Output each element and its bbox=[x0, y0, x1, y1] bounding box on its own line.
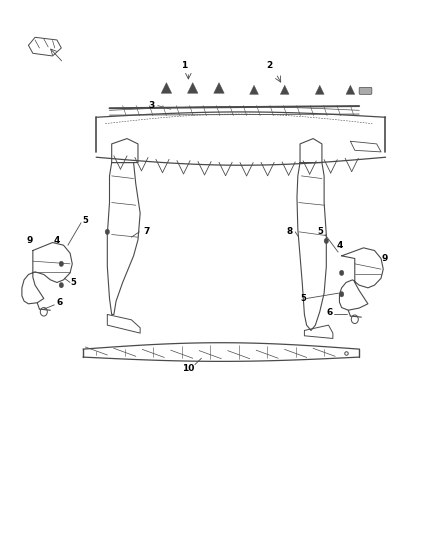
Text: 5: 5 bbox=[82, 216, 88, 224]
Circle shape bbox=[105, 229, 110, 235]
Text: 3: 3 bbox=[148, 101, 154, 109]
Polygon shape bbox=[280, 85, 289, 94]
Text: 5: 5 bbox=[300, 294, 306, 303]
Text: 4: 4 bbox=[54, 237, 60, 245]
Text: 7: 7 bbox=[144, 228, 150, 236]
Circle shape bbox=[339, 270, 344, 276]
Text: 5: 5 bbox=[71, 278, 77, 287]
Polygon shape bbox=[187, 83, 198, 93]
Circle shape bbox=[59, 261, 64, 266]
Polygon shape bbox=[315, 85, 324, 94]
Circle shape bbox=[59, 282, 64, 288]
Text: 2: 2 bbox=[266, 61, 272, 70]
Text: 8: 8 bbox=[287, 228, 293, 236]
Circle shape bbox=[339, 292, 344, 297]
Text: 10: 10 bbox=[182, 365, 194, 373]
Polygon shape bbox=[161, 83, 172, 93]
Polygon shape bbox=[346, 85, 355, 94]
Text: 9: 9 bbox=[27, 237, 33, 245]
Circle shape bbox=[324, 238, 328, 244]
Polygon shape bbox=[214, 83, 224, 93]
Polygon shape bbox=[250, 85, 258, 94]
FancyBboxPatch shape bbox=[359, 87, 372, 94]
Text: 6: 6 bbox=[326, 309, 332, 317]
Text: 1: 1 bbox=[181, 61, 187, 70]
Text: 9: 9 bbox=[381, 254, 388, 263]
Text: 4: 4 bbox=[336, 241, 343, 249]
Text: 5: 5 bbox=[318, 228, 324, 236]
Text: 6: 6 bbox=[56, 298, 62, 307]
